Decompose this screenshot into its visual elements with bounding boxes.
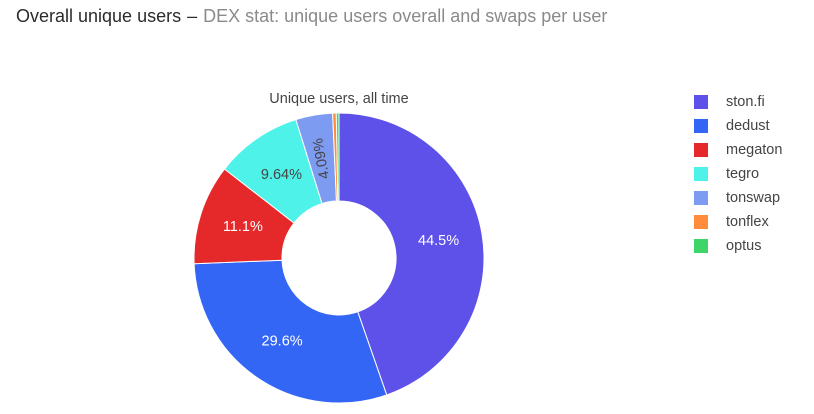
- legend-label: optus: [726, 238, 762, 254]
- title-separator: –: [187, 6, 198, 26]
- legend-swatch: [694, 167, 708, 181]
- slice-ston-fi[interactable]: [338, 112, 485, 396]
- slice-optus[interactable]: [335, 112, 340, 202]
- donut-slice-labels: 44.5% 29.6% 11.1% 9.64% 4.09%: [223, 137, 459, 350]
- slice-label-dedust: 29.6%: [262, 333, 303, 349]
- slice-dedust[interactable]: [193, 259, 388, 404]
- donut-slices: [193, 112, 485, 404]
- legend-swatch: [694, 95, 708, 109]
- page-subtitle: DEX stat: unique users overall and swaps…: [203, 6, 608, 26]
- legend-label: dedust: [726, 118, 770, 134]
- legend-swatch: [694, 215, 708, 229]
- slice-label-tonswap: 4.09%: [310, 137, 333, 180]
- legend-swatch: [694, 191, 708, 205]
- legend-label: megaton: [726, 142, 783, 158]
- chart-title: Unique users, all time: [269, 91, 408, 107]
- legend-label: tegro: [726, 166, 760, 182]
- page-header: Overall unique users – DEX stat: unique us…: [16, 6, 607, 27]
- legend-label: ston.fi: [726, 94, 765, 110]
- slice-label-megaton: 11.1%: [223, 219, 263, 235]
- legend-swatch: [694, 239, 708, 253]
- legend-swatch: [694, 119, 708, 133]
- legend-label: tonswap: [726, 190, 781, 206]
- page-title: Overall unique users: [16, 6, 182, 26]
- legend-label: tonflex: [726, 214, 769, 230]
- slice-label-ston-fi: 44.5%: [418, 233, 459, 249]
- slice-label-tegro: 9.64%: [261, 167, 302, 183]
- legend-swatch: [694, 143, 708, 157]
